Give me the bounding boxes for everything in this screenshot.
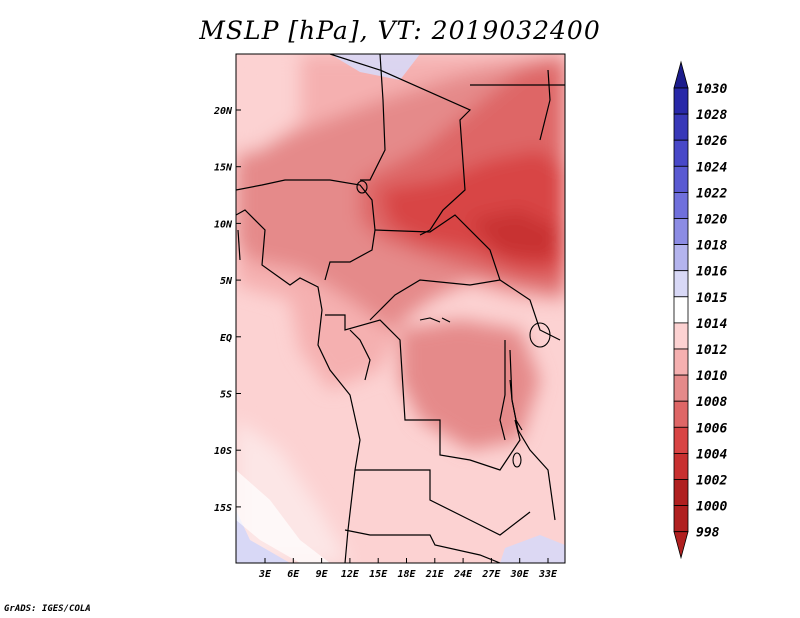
colorbar-label: 1020 [696,213,727,228]
lon-tick-label: 18E [397,569,416,580]
colorbar-label: 1024 [696,160,727,175]
colorbar-label: 1015 [696,291,727,306]
colorbar-swatch [673,452,689,480]
lat-tick-label: 10S [214,446,232,457]
lat-tick-label: 5S [220,390,232,401]
map-frame [235,53,566,564]
lon-tick-label: 30E [510,569,530,580]
lon-tick-label: 15E [369,569,388,580]
colorbar-label: 1016 [696,265,727,280]
colorbar-swatch [673,374,689,402]
colorbar-top-arrow [673,60,689,89]
map-title: MSLP [hPa], VT: 2019032400 [199,16,601,45]
lat-tick-label: 15N [214,163,233,174]
colorbar-label: 1030 [696,82,727,97]
colorbar: 1030 1028 1026 1024 1022 1020 1018 1016 1015 1014… [673,60,727,560]
lat-tick-label: 10N [214,219,233,230]
latitude-ticks: 20N 15N 10N 5N EQ 5S 10S 15S [213,106,241,514]
footer-credit: GrADS: IGES/COLA [4,604,91,614]
longitude-ticks: 3E 6E 9E 12E 15E 18E 21E 24E 27E 30E 33E [258,558,558,580]
colorbar-swatch [673,505,689,533]
lat-tick-label: EQ [220,333,232,344]
colorbar-swatch [673,426,689,454]
colorbar-label: 1006 [696,421,727,436]
colorbar-swatch [673,270,689,298]
colorbar-label: 1004 [696,447,727,462]
lon-tick-label: 9E [316,569,329,580]
colorbar-swatch [673,87,689,115]
colorbar-swatch [673,244,689,272]
colorbar-label: 1028 [696,108,727,123]
lon-tick-label: 27E [481,569,501,580]
colorbar-label: 1012 [696,343,727,358]
colorbar-label: 1000 [696,500,727,515]
colorbar-swatch [673,139,689,167]
lon-tick-label: 21E [425,569,445,580]
colorbar-swatch [673,479,689,507]
colorbar-swatch [673,165,689,193]
colorbar-label: 1022 [696,186,727,201]
colorbar-label: 1018 [696,239,727,254]
colorbar-label: 1026 [696,134,727,149]
lon-tick-label: 6E [287,569,300,580]
colorbar-swatch [673,348,689,376]
country-borders [236,54,565,563]
lon-tick-label: 3E [258,569,272,580]
colorbar-swatch [673,322,689,350]
lat-tick-label: 5N [220,276,233,287]
colorbar-swatch [673,400,689,428]
colorbar-label: 1010 [696,369,727,384]
colorbar-swatch [673,113,689,141]
colorbar-label: 1014 [696,317,727,332]
colorbar-swatch [673,296,689,324]
lat-tick-label: 20N [213,106,233,117]
colorbar-swatch [673,218,689,246]
lat-tick-label: 15S [214,503,232,514]
lon-tick-label: 12E [341,569,360,580]
colorbar-label: 1002 [696,474,727,489]
colorbar-label: 998 [696,526,720,541]
colorbar-label: 1008 [696,395,727,410]
lon-tick-label: 33E [538,569,558,580]
colorbar-swatch [673,191,689,219]
pressure-field [236,54,565,563]
lakes [356,180,551,468]
lon-tick-label: 24E [453,569,473,580]
colorbar-bottom-arrow [673,531,689,560]
